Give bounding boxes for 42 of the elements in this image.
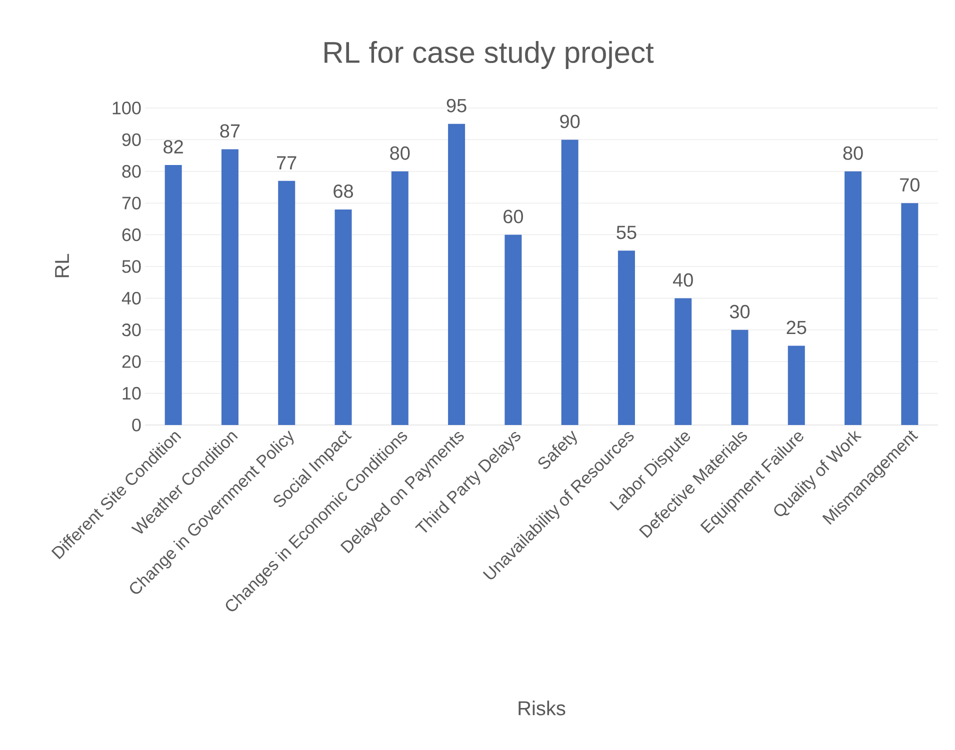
bar bbox=[278, 180, 296, 425]
x-axis-title: Risks bbox=[518, 700, 566, 716]
data-label: 77 bbox=[277, 156, 296, 170]
y-tick-label: 80 bbox=[122, 165, 141, 178]
y-tick-label: 100 bbox=[112, 102, 141, 114]
bar bbox=[788, 346, 805, 425]
bar bbox=[221, 149, 238, 425]
bar bbox=[844, 171, 862, 425]
data-label: 90 bbox=[560, 114, 580, 128]
data-label: 95 bbox=[446, 98, 466, 112]
bar bbox=[334, 209, 352, 425]
data-label: 60 bbox=[504, 210, 523, 224]
bar bbox=[448, 124, 466, 425]
data-label: 30 bbox=[730, 304, 750, 318]
bar bbox=[164, 165, 182, 425]
y-tick-label: 40 bbox=[122, 292, 141, 305]
data-label: 25 bbox=[786, 320, 806, 334]
y-tick-label: 10 bbox=[122, 386, 141, 400]
bar bbox=[901, 203, 918, 425]
y-tick-label: 70 bbox=[122, 196, 141, 210]
bar bbox=[674, 298, 692, 425]
data-label: 70 bbox=[900, 178, 920, 192]
bar bbox=[618, 250, 635, 425]
y-tick-label: 60 bbox=[122, 228, 141, 242]
bar bbox=[504, 234, 522, 425]
data-label: 87 bbox=[220, 124, 240, 138]
data-label: 40 bbox=[672, 273, 693, 287]
data-label: 80 bbox=[390, 146, 410, 160]
y-tick-label: 50 bbox=[122, 260, 141, 273]
data-label: 82 bbox=[164, 140, 183, 154]
y-tick-label: 0 bbox=[132, 418, 141, 432]
data-label: 68 bbox=[334, 184, 353, 198]
bar bbox=[561, 140, 578, 425]
y-tick-label: 20 bbox=[122, 355, 141, 368]
y-axis-title: RL bbox=[55, 254, 69, 278]
bar bbox=[731, 330, 748, 425]
bar bbox=[391, 171, 408, 425]
y-tick-label: 30 bbox=[122, 324, 141, 336]
data-label: 55 bbox=[616, 226, 636, 240]
chart-title: RL for case study project bbox=[324, 41, 654, 69]
data-label: 80 bbox=[843, 146, 863, 160]
y-tick-label: 90 bbox=[122, 133, 141, 146]
